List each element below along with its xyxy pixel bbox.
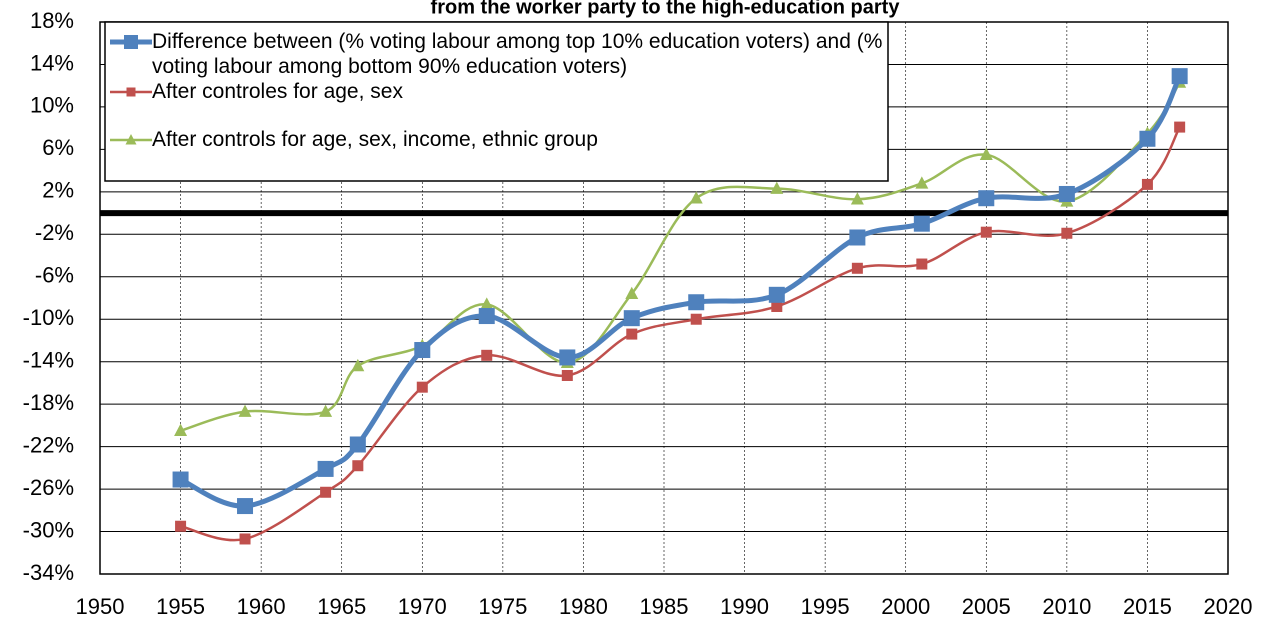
marker xyxy=(414,342,431,359)
y-tick-label: 14% xyxy=(30,50,74,75)
marker xyxy=(172,471,189,488)
y-tick-label: 2% xyxy=(42,178,74,203)
marker xyxy=(480,297,494,310)
series-line xyxy=(180,126,1181,542)
marker xyxy=(626,328,638,340)
marker xyxy=(980,226,992,238)
marker xyxy=(317,460,334,477)
marker xyxy=(916,258,928,270)
x-tick-label: 1990 xyxy=(720,594,769,619)
legend-label: After controls for age, sex, income, eth… xyxy=(152,128,598,151)
marker xyxy=(770,181,784,194)
marker xyxy=(690,313,702,325)
marker xyxy=(174,423,188,436)
marker xyxy=(1174,121,1186,133)
marker xyxy=(126,87,136,97)
x-tick-label: 1995 xyxy=(801,594,850,619)
x-tick-label: 1980 xyxy=(559,594,608,619)
y-tick-label: -6% xyxy=(35,263,74,288)
legend-label: Difference between (% voting labour amon… xyxy=(152,30,883,78)
x-tick-label: 1965 xyxy=(317,594,366,619)
x-tick-label: 1960 xyxy=(237,594,286,619)
marker xyxy=(849,229,866,246)
marker xyxy=(913,215,930,232)
marker xyxy=(351,358,365,372)
x-tick-label: 2010 xyxy=(1042,594,1091,619)
x-tick-label: 2015 xyxy=(1123,594,1172,619)
x-tick-label: 2020 xyxy=(1204,594,1253,619)
y-tick-label: -26% xyxy=(23,475,74,500)
y-tick-label: 18% xyxy=(30,8,74,33)
x-tick-label: 1955 xyxy=(156,594,205,619)
marker xyxy=(978,190,995,207)
y-tick-label: -14% xyxy=(23,348,74,373)
marker xyxy=(771,300,783,312)
marker xyxy=(851,262,863,274)
marker xyxy=(237,498,254,515)
marker xyxy=(625,286,639,300)
series-line xyxy=(179,74,1182,509)
series-line xyxy=(180,81,1181,432)
legend-box xyxy=(104,21,889,182)
y-tick-label: -18% xyxy=(23,390,74,415)
y-tick-label: 6% xyxy=(42,135,74,160)
marker xyxy=(320,486,332,498)
marker xyxy=(124,35,138,49)
marker xyxy=(1139,130,1156,147)
marker xyxy=(1141,178,1153,190)
marker xyxy=(352,460,364,472)
marker xyxy=(319,404,333,417)
marker xyxy=(1061,227,1073,239)
marker xyxy=(559,349,576,366)
marker xyxy=(481,349,493,361)
legend-label: After controles for age, sex xyxy=(152,80,403,103)
x-tick-label: 2005 xyxy=(962,594,1011,619)
marker xyxy=(768,286,785,303)
x-tick-label: 1970 xyxy=(398,594,447,619)
marker xyxy=(623,310,640,327)
chart-title: from the worker party to the high-educat… xyxy=(431,0,901,18)
marker xyxy=(175,520,187,532)
marker xyxy=(850,192,864,205)
marker xyxy=(416,381,428,393)
y-tick-label: 10% xyxy=(30,93,74,118)
marker xyxy=(689,191,703,204)
y-tick-label: -34% xyxy=(23,560,74,585)
marker xyxy=(561,369,573,381)
x-tick-label: 1950 xyxy=(76,594,125,619)
marker xyxy=(239,533,251,545)
marker xyxy=(688,294,705,311)
x-tick-label: 1975 xyxy=(478,594,527,619)
marker xyxy=(125,134,137,145)
y-tick-label: -10% xyxy=(23,305,74,330)
marker xyxy=(349,436,366,453)
marker xyxy=(979,147,993,160)
marker xyxy=(915,176,929,189)
marker xyxy=(478,308,495,325)
y-tick-label: -22% xyxy=(23,432,74,457)
y-tick-label: -2% xyxy=(35,220,74,245)
marker xyxy=(238,404,252,417)
x-tick-label: 1985 xyxy=(640,594,689,619)
marker xyxy=(1058,185,1075,202)
marker xyxy=(1171,68,1188,85)
y-tick-label: -30% xyxy=(23,517,74,542)
x-tick-label: 2000 xyxy=(881,594,930,619)
